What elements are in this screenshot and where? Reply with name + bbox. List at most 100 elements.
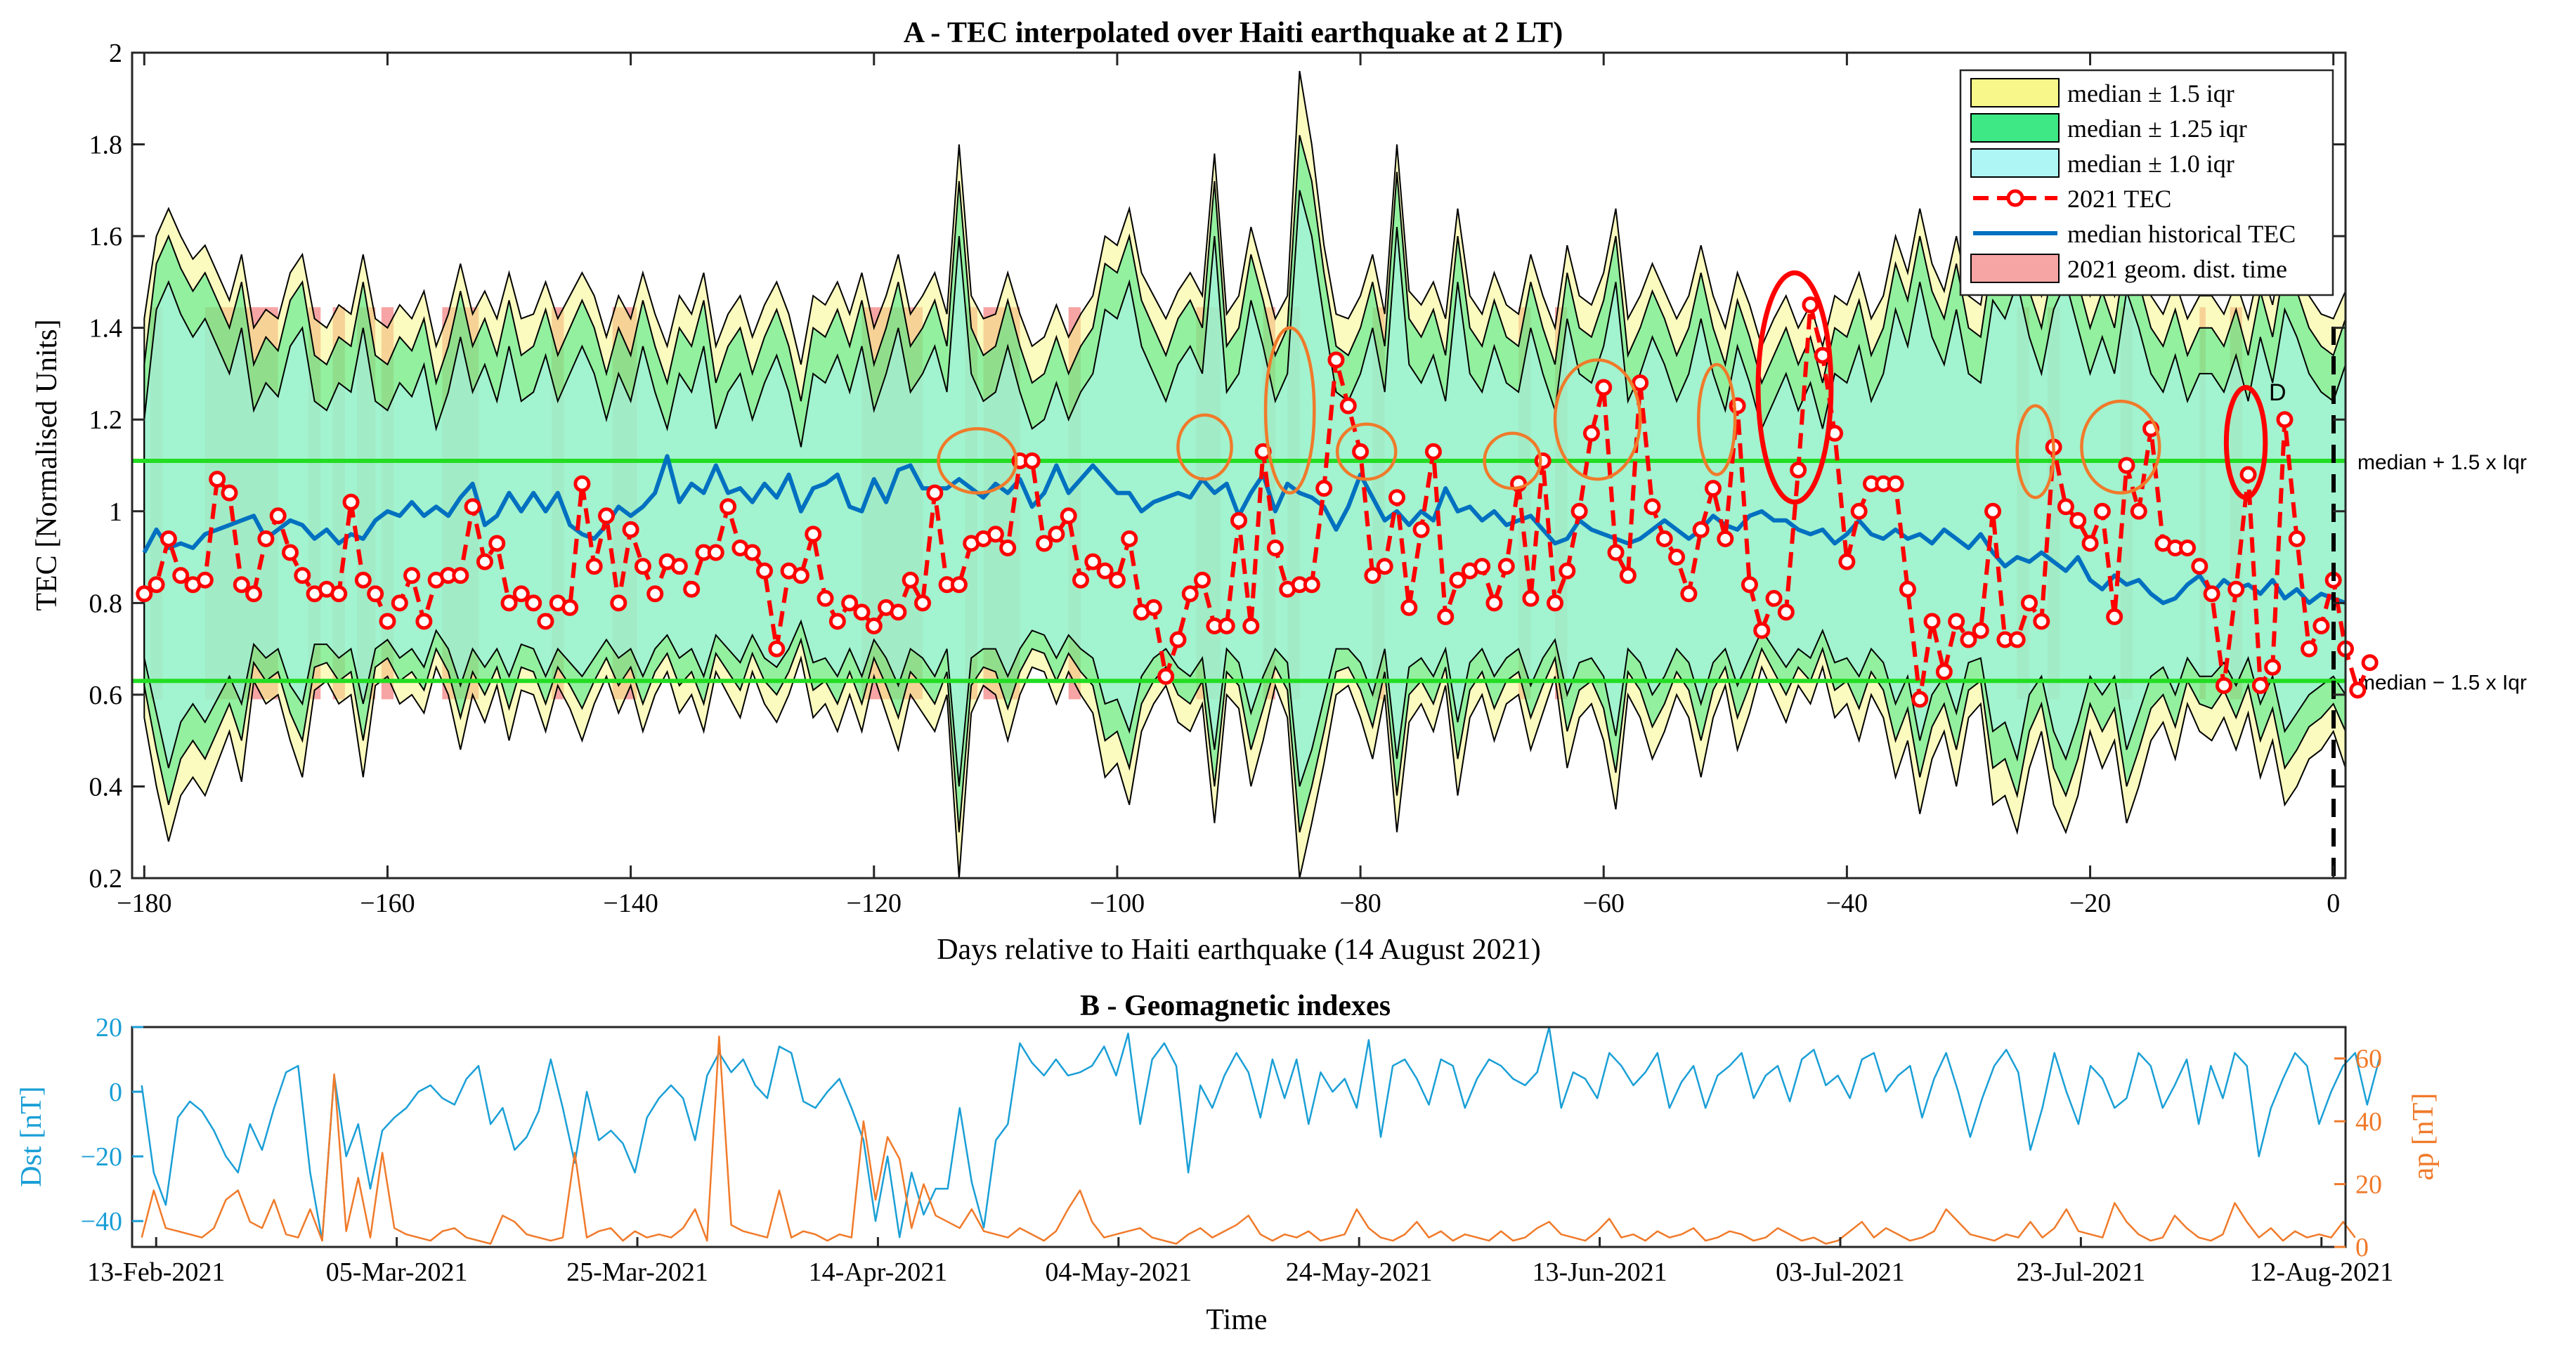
tec-2021-point [172,567,190,584]
tec-2021-point [1607,544,1625,561]
tec-2021-point [452,567,469,584]
legend-swatch [1970,78,2060,107]
tec-2021-point [1437,608,1455,625]
tec-2021-point [573,475,591,492]
tec-2021-point [294,567,311,584]
tec-2021-point [2033,613,2050,630]
tec-2021-point [622,521,639,538]
tec-2021-point [1327,351,1345,369]
tec-2021-point [2288,530,2305,547]
x-tick-label: 25-Mar-2021 [566,1257,708,1287]
tec-2021-point [1169,631,1187,648]
tec-2021-point [1668,549,1686,566]
panel-b-title: B - Geomagnetic indexes [1080,990,1391,1022]
x-tick-label: 03-Jul-2021 [1776,1257,1905,1287]
x-tick-label: −40 [1826,889,1868,918]
tec-2021-point [209,471,226,488]
tec-2021-point [2021,594,2038,612]
tec-2021-point [1388,489,1405,507]
tec-2021-point [768,640,786,658]
tec-2021-point [233,576,250,594]
tec-2021-point [1887,475,1904,492]
tec-2021-point [2081,535,2099,552]
tec-2021-point [792,567,809,584]
legend-swatch [1970,113,2060,143]
median-historical-tec-series [142,454,2347,606]
tec-2021-point [1935,663,1953,681]
tec-2021-point [1072,571,1089,589]
tec-2021-point [282,544,299,561]
tec-2021-point [1632,374,1649,391]
panel-a-x-axis-label: Days relative to Haiti earthquake (14 Au… [937,934,1541,966]
tec-2021-point [221,484,238,502]
threshold-label: median + 1.5 x Iqr [2357,451,2527,474]
legend-marker [2006,189,2024,207]
tec-2021-point [1400,599,1418,616]
tec-2021-point [2215,677,2232,694]
tec-2021-point [512,585,530,603]
tec-2021-point [1121,530,1138,547]
tec-2021-point [1595,379,1613,396]
tec-2021-point [1084,553,1102,570]
tec-2021-point [403,567,421,584]
tec-2021-point [1850,502,1868,520]
tec-2021-point [1899,580,1916,598]
tec-2021-point [720,498,737,516]
legend-label: 2021 geom. dist. time [2067,255,2287,283]
geomagnetic-series [141,1026,2381,1245]
tec-2021-point [2008,631,2026,648]
tec-2021-point [1449,571,1466,589]
tec-2021-point [1972,622,1989,639]
tec-2021-point [1911,691,1929,708]
x-tick-label: −140 [603,889,658,918]
left-y-tick-label: −40 [81,1207,122,1236]
right-y-tick-label: 60 [2355,1045,2382,1074]
legend-label: median ± 1.5 iqr [2067,79,2235,107]
threshold-lines: median + 1.5 x Iqr median − 1.5 x Iqr [132,451,2527,694]
x-tick-label: 12-Aug-2021 [2249,1257,2393,1287]
tec-2021-point [391,594,408,612]
tec-2021-point [1777,603,1795,621]
tec-2021-point [890,603,907,621]
tec-2021-point [1060,507,1077,525]
y-tick-label: 1 [109,497,122,527]
y-tick-label: 2 [109,39,122,68]
tec-2021-point [464,498,481,516]
anomaly-ellipse [1696,362,1737,476]
tec-2021-point [610,594,627,612]
tec-2021-point [1424,443,1442,460]
tec-2021-point [926,484,944,502]
threshold-label: median − 1.5 x Iqr [2357,671,2527,694]
tec-2021-point [805,525,822,543]
tec-2021-point [1717,530,1734,547]
tec-2021-point [1838,553,1856,570]
legend-label: 2021 TEC [2067,185,2171,213]
tec-2021-point [257,530,275,547]
panel-b-x-axis-label: Time [1206,1304,1267,1336]
tec-2021-point [1570,502,1588,520]
tec-2021-point [2179,540,2196,556]
tec-2021-point [646,585,664,603]
right-y-tick-label: 0 [2355,1233,2369,1262]
legend: median ± 1.5 iqr median ± 1.25 iqr median … [1959,69,2334,296]
tec-2021-point [342,493,360,511]
tec-2021-point [1765,589,1783,607]
tec-2021-point [1474,558,1491,575]
y-tick-label: 0.4 [89,772,123,802]
tec-2021-point [2093,502,2111,520]
tec-2021-point [1948,613,1965,630]
x-tick-label: 05-Mar-2021 [326,1257,468,1287]
tec-2021-point [1485,594,1503,612]
x-tick-label: 24-May-2021 [1286,1257,1433,1287]
tec-2021-point [1790,462,1807,479]
x-tick-label: 0 [2327,889,2340,918]
tec-2021-point [1036,535,1053,552]
tec-2021-point [2069,511,2087,529]
anomaly-ellipse [1263,326,1316,495]
tec-2021-point [950,576,968,594]
tec-2021-point [245,585,263,603]
tec-2021-point [2227,580,2245,598]
tec-2021-point [2276,411,2294,429]
legend-label: median ± 1.25 iqr [2067,115,2247,143]
anomaly-ellipse [1755,270,1834,505]
